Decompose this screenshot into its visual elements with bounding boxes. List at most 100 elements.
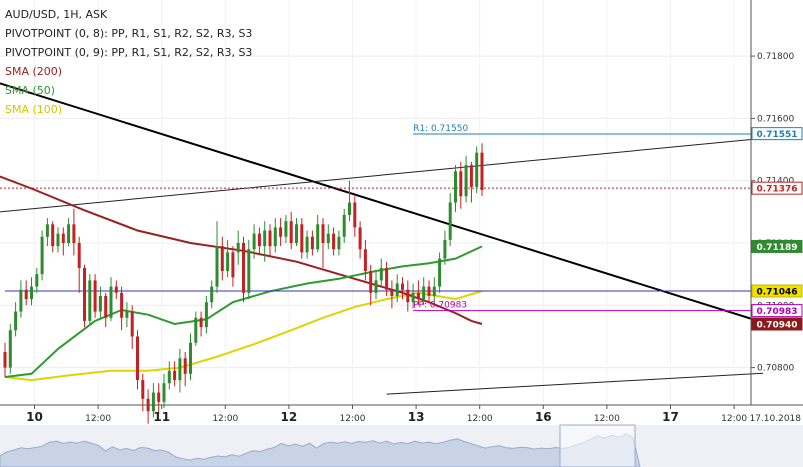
price-tag-box	[751, 181, 803, 195]
candle-body	[226, 252, 230, 272]
trendline	[0, 137, 763, 213]
candle-body	[231, 252, 235, 278]
x-tick-label: 12:00	[721, 414, 747, 424]
price-tag-box	[751, 304, 803, 318]
candle-body	[56, 233, 60, 247]
navigator-series	[0, 433, 641, 467]
candle-body	[242, 243, 245, 293]
candle-body	[130, 311, 134, 337]
legend-entry: SMA (100)	[5, 103, 62, 116]
candle-body	[411, 292, 415, 303]
candle-body	[305, 236, 309, 253]
price-tag-box	[751, 239, 803, 253]
price-tag-box	[751, 127, 803, 141]
candle-body	[443, 239, 447, 259]
plot-background	[0, 0, 751, 405]
candle-body	[204, 302, 208, 328]
x-tick-label: 12:00	[85, 414, 111, 424]
price-tag-label: 0.70983	[757, 307, 798, 317]
candle-body	[83, 267, 86, 321]
candle-body	[72, 224, 76, 243]
candle-body	[67, 224, 71, 243]
candle-body	[136, 336, 139, 381]
x-tick-label: 16	[535, 410, 552, 424]
candle-body	[416, 292, 420, 300]
candle-body	[215, 246, 219, 287]
candle-body	[337, 236, 341, 250]
price-tag-label: 0.71046	[757, 287, 798, 297]
level-label-r1: R1: 0.71550	[413, 124, 468, 134]
candle-body	[332, 233, 336, 250]
price-tag-label: 0.71376	[757, 185, 798, 195]
candle-body	[88, 280, 92, 321]
x-tick-label: 12:00	[212, 414, 238, 424]
candle-body	[464, 165, 468, 197]
candle-body	[210, 286, 214, 303]
x-tick-label: 11	[153, 410, 170, 424]
price-tag-label: 0.70940	[757, 321, 798, 331]
candle-body	[98, 295, 102, 312]
candle-body	[459, 171, 463, 197]
candle-body	[385, 267, 389, 290]
price-tags: 0.71551 0.71376 0.71189 0.71046 0.70983 0.709…	[751, 127, 803, 331]
sma-200-line	[0, 175, 483, 325]
date-label: 17.10.2018	[749, 414, 801, 424]
price-tag-box	[751, 317, 803, 331]
candle-body	[379, 267, 383, 281]
price-tag: 0.71189	[751, 239, 803, 253]
level-label-pp: PP: 0.70983	[413, 301, 467, 311]
navigator-strip[interactable]	[0, 424, 803, 467]
candle-body	[24, 289, 28, 300]
candle-body	[448, 202, 452, 240]
x-tick-label: 12	[281, 410, 298, 424]
time-axis: 10 12:00 11 12:00 12 12:00 13 12:00 16 12:00 17 12:…	[0, 404, 803, 424]
candle-body	[454, 171, 457, 203]
x-tick-label: 17	[662, 410, 679, 424]
candle-body	[432, 286, 436, 296]
legend-entry: SMA (50)	[5, 84, 55, 97]
candle-body	[358, 227, 362, 250]
candle-body	[162, 383, 166, 402]
candle-body	[183, 358, 187, 374]
price-tag: 0.71046	[751, 284, 803, 298]
candle-body	[326, 233, 330, 243]
candle-body	[35, 274, 39, 287]
candle-body	[114, 286, 118, 293]
candle-body	[316, 224, 320, 250]
candle-body	[390, 289, 394, 296]
price-tag-label: 0.71189	[757, 243, 798, 253]
grid	[0, 0, 751, 405]
candle-body	[167, 370, 171, 384]
candle-body	[469, 165, 473, 187]
candle-body	[279, 227, 283, 237]
candle-body	[475, 152, 479, 187]
price-tag-label: 0.71551	[757, 130, 798, 140]
candle-body	[321, 224, 325, 243]
x-tick-label: 12:00	[467, 414, 493, 424]
candle-body	[109, 286, 113, 318]
candle-body	[427, 286, 431, 296]
candle-body	[369, 271, 373, 293]
price-tag: 0.70940	[751, 317, 803, 331]
price-axis: 0.718000.716000.714000.712000.710000.708…	[750, 0, 794, 405]
candle-body	[157, 392, 161, 402]
candle-body	[178, 358, 182, 381]
pivot-levels: R1: 0.71550 PP: 0.70983	[0, 124, 751, 312]
x-tick-label: 10	[26, 410, 43, 424]
candles	[3, 143, 484, 424]
candle-body	[363, 249, 367, 272]
candle-body	[395, 283, 399, 296]
y-tick-label: 0.70800	[757, 364, 794, 374]
candle-body	[374, 280, 378, 293]
candle-body	[268, 230, 272, 247]
trendline	[0, 82, 764, 324]
candle-body	[173, 370, 177, 381]
candle-body	[189, 342, 192, 374]
candle-body	[220, 246, 224, 272]
candle-body	[51, 224, 55, 247]
candle-body	[300, 224, 304, 253]
legend-entry: AUD/USD, 1H, ASK	[5, 8, 108, 21]
candle-body	[353, 202, 357, 228]
price-tag: 0.70983	[751, 304, 803, 318]
